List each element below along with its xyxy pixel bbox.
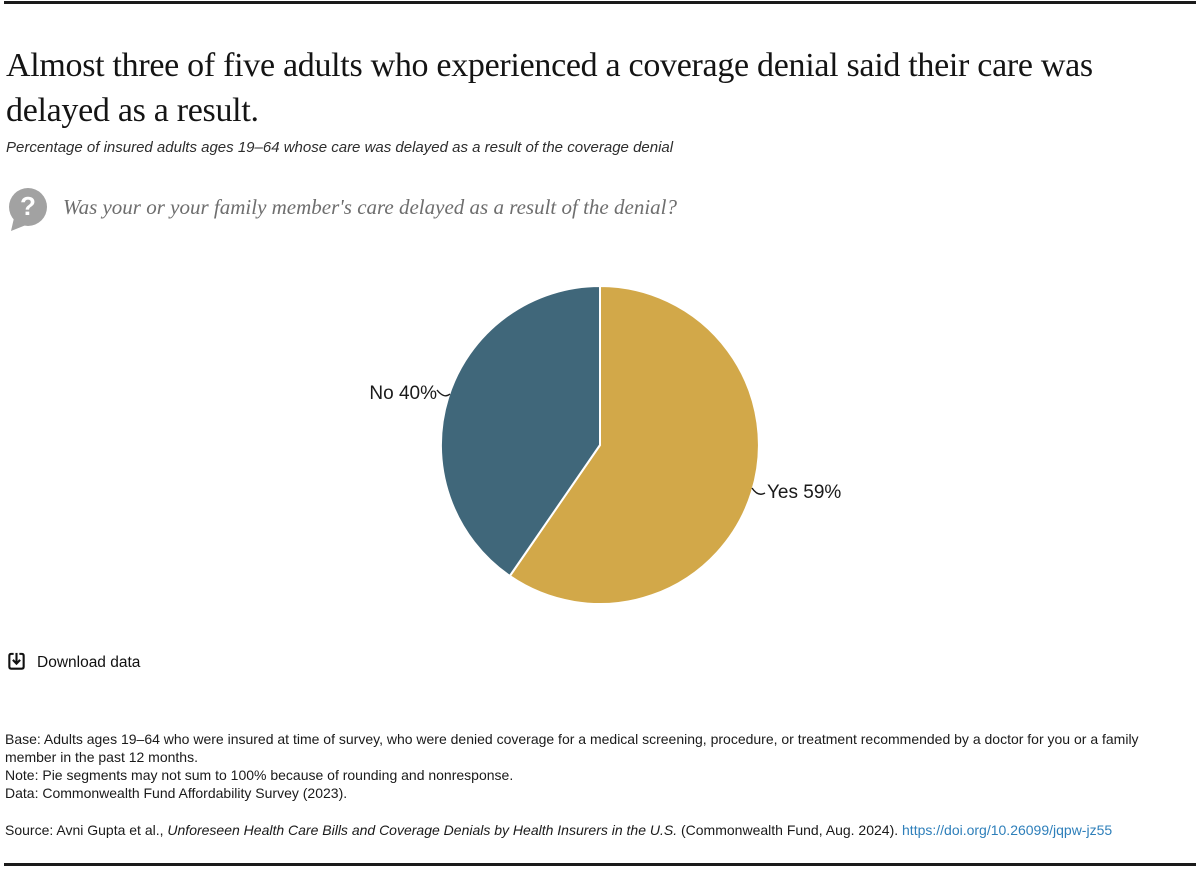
download-label: Download data [37, 654, 141, 671]
source-suffix: (Commonwealth Fund, Aug. 2024). [677, 822, 903, 838]
pie-slice-no [439, 285, 601, 577]
base-note: Base: Adults ages 19–64 who were insured… [5, 731, 1139, 765]
chart-subtitle: Percentage of insured adults ages 19–64 … [6, 139, 674, 156]
pie-chart-area: No 40% Yes 59% [0, 260, 1200, 650]
download-icon [6, 651, 27, 675]
top-rule [4, 1, 1196, 4]
pie-label-yes: Yes 59% [767, 482, 841, 503]
page-title: Almost three of five adults who experien… [6, 46, 1093, 129]
survey-question-row: ? Was your or your family member's care … [6, 186, 677, 237]
survey-question-text: Was your or your family member's care de… [63, 195, 677, 219]
source-citation: Unforeseen Health Care Bills and Coverag… [167, 822, 678, 838]
yes-label-connector [751, 487, 766, 495]
download-data-button[interactable]: Download data [6, 651, 140, 675]
source-line: Source: Avni Gupta et al., Unforeseen He… [5, 822, 1185, 838]
pie-slice-yes [508, 285, 760, 605]
doi-link[interactable]: https://doi.org/10.26099/jqpw-jz55 [902, 822, 1113, 838]
footnotes: Base: Adults ages 19–64 who were insured… [5, 730, 1143, 802]
no-label-connector [436, 389, 451, 397]
pie-chart: No 40% Yes 59% [369, 285, 841, 605]
bottom-rule [4, 863, 1196, 866]
pie-slices [439, 285, 760, 605]
pie-label-no: No 40% [369, 383, 437, 404]
svg-text:?: ? [20, 191, 36, 221]
rounding-note: Note: Pie segments may not sum to 100% b… [5, 767, 514, 783]
source-prefix: Source: Avni Gupta et al., [5, 822, 168, 838]
question-bubble-icon: ? [6, 186, 48, 237]
data-note: Data: Commonwealth Fund Affordability Su… [5, 785, 348, 801]
